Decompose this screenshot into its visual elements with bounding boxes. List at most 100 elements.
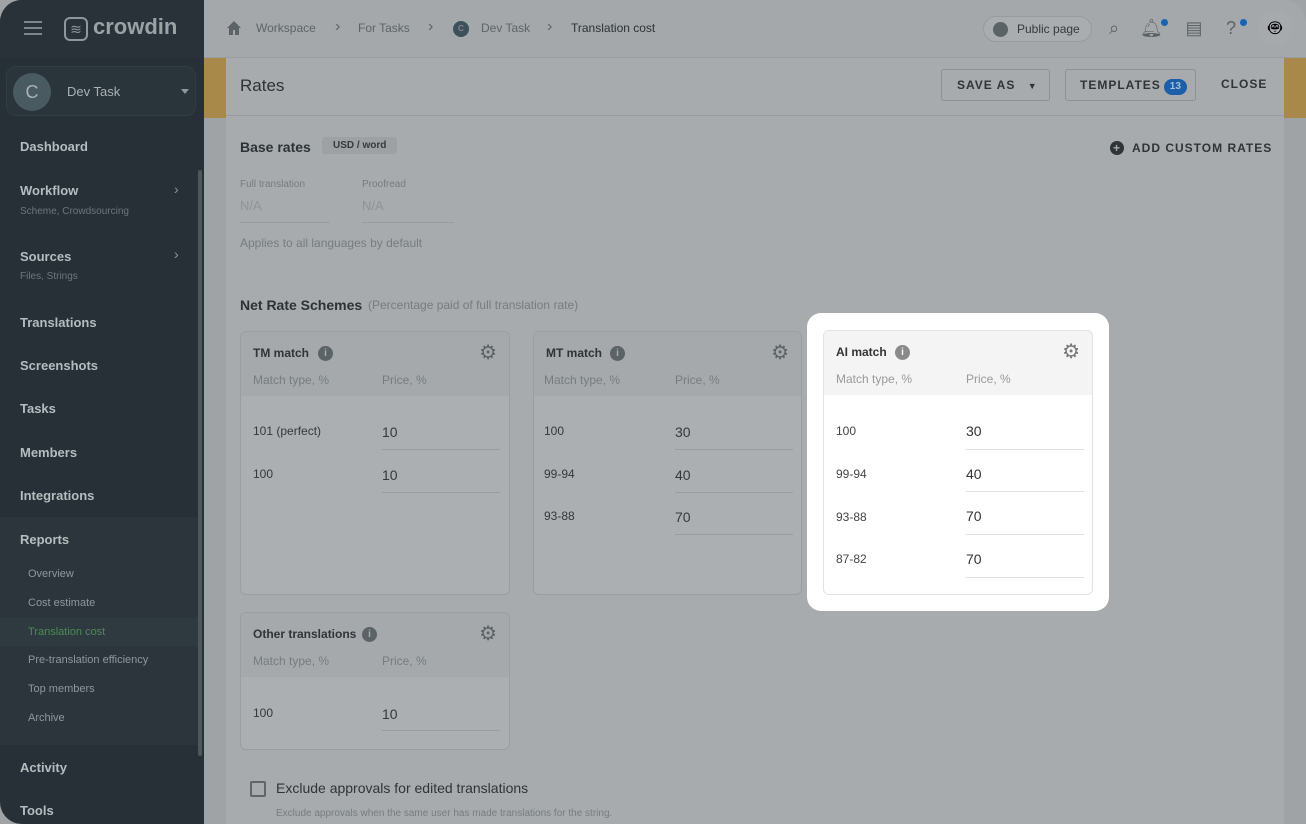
sidebar-item-sources-sub: Files, Strings [20,271,78,282]
reports-pre-translation-efficiency[interactable]: Pre-translation efficiency [28,654,149,666]
globe-icon [993,22,1008,37]
add-custom-rates-label: ADD CUSTOM RATES [1132,141,1273,155]
price-input[interactable]: 10 [382,706,398,722]
bell-icon[interactable]: 🔔︎ [1140,18,1163,38]
sidebar-item-workflow[interactable]: Workflow [20,183,79,198]
card-title: AI match [836,345,887,359]
base-rates-title: Base rates [240,139,311,155]
sidebar-scrollbar[interactable] [198,170,202,756]
reports-top-members[interactable]: Top members [28,683,95,695]
price-input[interactable]: 40 [675,467,691,483]
mt-match-card: MT match i ⚙ Match type, % Price, % 100 … [533,331,802,595]
gear-icon[interactable]: ⚙ [771,342,789,364]
price-input[interactable]: 30 [966,423,982,439]
col-price: Price, % [382,373,427,387]
reports-translation-cost[interactable]: Translation cost [28,626,106,638]
exclude-approvals-checkbox[interactable] [250,781,266,797]
info-icon[interactable]: i [362,627,377,642]
sidebar-item-screenshots[interactable]: Screenshots [20,358,99,373]
col-price: Price, % [675,373,720,387]
reports-archive[interactable]: Archive [28,712,65,724]
add-custom-rates-button[interactable]: + ADD CUSTOM RATES [1110,141,1272,155]
price-input[interactable]: 70 [966,508,982,524]
card-header [534,332,801,396]
project-selector[interactable]: C Dev Task [6,66,196,116]
page-title: Rates [240,76,285,95]
sidebar-item-tools[interactable]: Tools [20,803,54,818]
caret-down-icon [181,89,189,98]
home-icon[interactable] [226,20,242,36]
gear-icon[interactable]: ⚙ [479,623,497,645]
sidebar-header [0,0,204,58]
gear-icon[interactable]: ⚙ [1062,341,1080,363]
breadcrumb-dev-task[interactable]: Dev Task [481,21,531,35]
match-type: 99-94 [836,467,867,481]
full-translation-input[interactable]: N/A [240,198,262,213]
price-input[interactable]: 30 [675,424,691,440]
proofread-input[interactable]: N/A [362,198,384,213]
sidebar-item-activity[interactable]: Activity [20,760,67,775]
chevron-right-icon: › [174,246,179,262]
sidebar-item-tasks[interactable]: Tasks [20,401,56,416]
breadcrumb-workspace[interactable]: Workspace [256,21,316,35]
notification-dot [1161,19,1168,26]
match-type: 99-94 [544,467,575,481]
input-underline [382,492,500,493]
rates-panel: Rates SAVE AS ▼ TEMPLATES 13 CLOSE Base r… [226,58,1284,824]
match-type: 93-88 [836,510,867,524]
input-underline [966,534,1084,535]
top-bar: Workspace › For Tasks › C Dev Task › Tra… [204,0,1306,58]
card-title: MT match [546,346,603,360]
sidebar-item-integrations[interactable]: Integrations [20,488,95,503]
public-page-label: Public page [1017,22,1080,36]
col-price: Price, % [966,372,1011,386]
match-type: 101 (perfect) [253,424,322,438]
breadcrumb-for-tasks[interactable]: For Tasks [358,21,410,35]
price-input[interactable]: 70 [966,551,982,567]
gear-icon[interactable]: ⚙ [479,342,497,364]
help-icon[interactable]: ? [1225,18,1236,38]
match-type: 100 [253,467,274,481]
col-match-type: Match type, % [253,654,330,668]
save-as-button[interactable]: SAVE AS ▼ [941,69,1050,101]
sidebar-item-sources[interactable]: Sources [20,249,72,264]
public-page-button[interactable]: Public page [983,16,1092,42]
price-input[interactable]: 40 [966,466,982,482]
close-button[interactable]: CLOSE [1221,77,1268,91]
messages-icon[interactable]: ▤ [1185,18,1203,38]
logo-text: crowdin [93,14,178,39]
accent-strip [204,58,226,118]
price-input[interactable]: 10 [382,467,398,483]
accent-strip [1284,58,1306,118]
unit-chip[interactable]: USD / word [322,137,398,154]
user-avatar[interactable]: 🤖︎ [1258,10,1292,46]
help-dot [1240,19,1247,26]
sidebar-item-translations[interactable]: Translations [20,315,97,330]
info-icon[interactable]: i [895,345,910,360]
info-icon[interactable]: i [610,346,625,361]
templates-button[interactable]: TEMPLATES 13 [1065,69,1196,101]
reports-overview[interactable]: Overview [28,568,74,580]
price-input[interactable]: 70 [675,509,691,525]
breadcrumb-current: Translation cost [571,21,656,35]
sidebar-item-dashboard[interactable]: Dashboard [20,139,88,154]
col-match-type: Match type, % [836,372,913,386]
plus-circle-icon: + [1110,141,1124,155]
sidebar-item-reports[interactable]: Reports [20,532,70,547]
caret-down-icon: ▼ [1027,81,1038,91]
base-rates-note: Applies to all languages by default [240,236,423,250]
exclude-approvals-label[interactable]: Exclude approvals for edited translation… [276,780,529,796]
active-item-highlight [0,618,198,646]
input-underline [675,492,793,493]
sidebar-item-workflow-sub: Scheme, Crowdsourcing [20,206,129,217]
reports-cost-estimate[interactable]: Cost estimate [28,597,96,609]
project-avatar: C [13,73,51,111]
price-input[interactable]: 10 [382,424,398,440]
sidebar-item-members[interactable]: Members [20,445,78,460]
search-icon[interactable]: ⌕ [1108,18,1120,38]
input-underline [382,449,500,450]
chevron-right-icon: › [174,181,179,197]
hamburger-menu-icon[interactable] [24,21,42,35]
input-underline [966,491,1084,492]
info-icon[interactable]: i [318,346,333,361]
